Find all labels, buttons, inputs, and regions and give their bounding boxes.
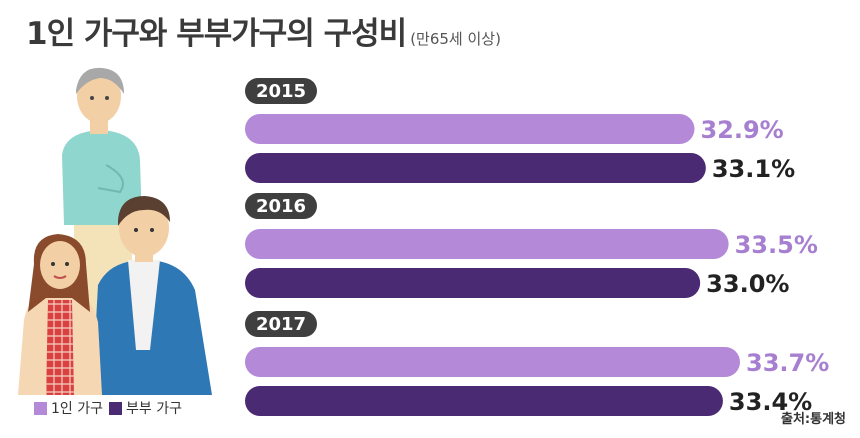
data-label-couple-2016: 33.0% [706, 270, 789, 298]
legend-label-couple: 부부 가구 [126, 401, 182, 417]
data-label-couple-2017: 33.4% [729, 388, 812, 416]
year-pill-2015 [245, 78, 317, 104]
data-label-single-2015: 32.9% [700, 116, 783, 144]
legend-label-single: 1인 가구 [51, 401, 103, 417]
legend: 1인 가구 부부 가구 [34, 398, 188, 418]
bar-couple-2017 [245, 386, 723, 416]
year-label-2016: 2016 [256, 196, 306, 217]
year-pill-2016 [245, 193, 317, 219]
bar-couple-2016 [245, 268, 701, 298]
source-note: 출처:통계청 [781, 412, 846, 427]
bar-single-2015 [245, 114, 695, 144]
year-label-2017: 2017 [256, 314, 306, 335]
elderly-people-illustration [18, 67, 212, 395]
legend-swatch-single [34, 401, 47, 415]
chart-title: 1인 가구와 부부가구의 구성비 [26, 16, 407, 52]
chart-subtitle: (만65세 이상) [410, 30, 501, 48]
year-pill-2017 [245, 311, 317, 337]
bar-single-2016 [245, 229, 729, 259]
data-label-couple-2015: 33.1% [712, 155, 795, 183]
legend-item-couple: 부부 가구 [109, 398, 182, 418]
bar-single-2017 [245, 347, 740, 377]
data-label-single-2017: 33.7% [746, 349, 829, 377]
bar-couple-2015 [245, 153, 706, 183]
chart-title-block: 1인 가구와 부부가구의 구성비 (만65세 이상) [26, 8, 501, 53]
data-label-single-2016: 33.5% [735, 231, 818, 259]
year-label-2015: 2015 [256, 81, 306, 102]
legend-swatch-couple [109, 401, 122, 415]
legend-item-single: 1인 가구 [34, 398, 103, 418]
